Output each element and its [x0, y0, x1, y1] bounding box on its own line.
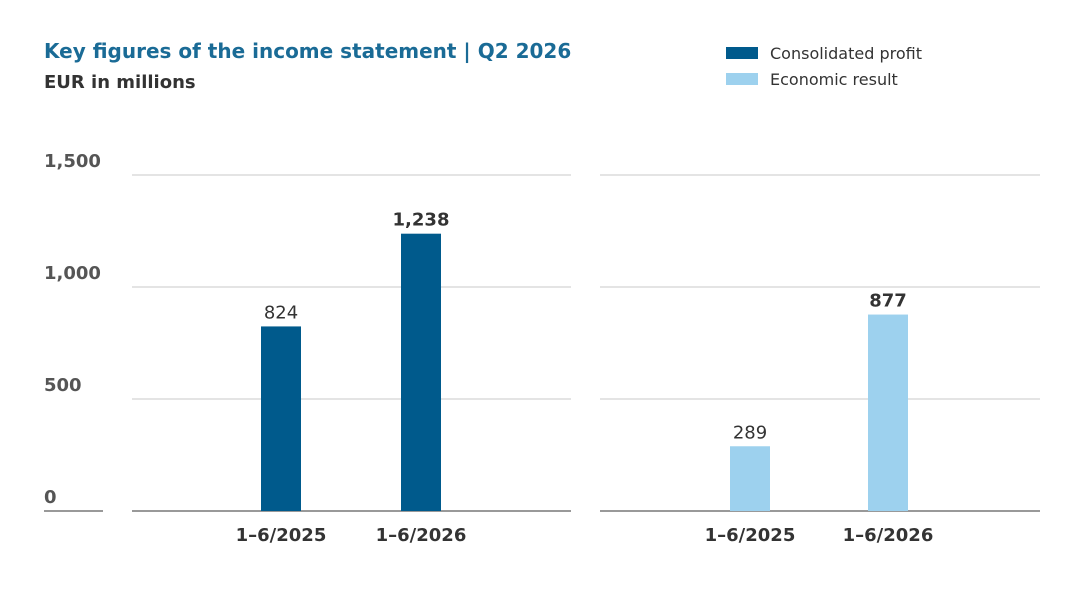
y-tick-label: 1,500 [44, 151, 101, 172]
x-tick-label: 1–6/2026 [376, 525, 467, 546]
legend-label-economic-result: Economic result [770, 69, 898, 89]
data-label: 824 [264, 302, 298, 323]
y-tick-label: 1,000 [44, 263, 101, 284]
data-label: 877 [869, 291, 907, 312]
data-label: 1,238 [393, 210, 450, 231]
chart-subtitle: EUR in millions [44, 72, 196, 93]
legend: Consolidated profit Economic result [726, 40, 922, 92]
legend-item-economic-result: Economic result [726, 66, 922, 92]
data-label: 289 [733, 422, 767, 443]
bar [261, 326, 301, 511]
bar [730, 446, 770, 511]
legend-swatch-economic-result [726, 73, 758, 85]
y-tick-label: 500 [44, 375, 82, 396]
x-tick-label: 1–6/2025 [705, 525, 796, 546]
y-tick-label: 0 [44, 487, 57, 508]
legend-label-consolidated-profit: Consolidated profit [770, 43, 922, 63]
legend-swatch-consolidated-profit [726, 47, 758, 59]
bar [401, 233, 441, 512]
legend-item-consolidated-profit: Consolidated profit [726, 40, 922, 66]
x-tick-label: 1–6/2025 [236, 525, 327, 546]
bar [868, 314, 908, 511]
chart-title: Key figures of the income statement | Q2… [44, 39, 572, 63]
x-tick-label: 1–6/2026 [843, 525, 934, 546]
